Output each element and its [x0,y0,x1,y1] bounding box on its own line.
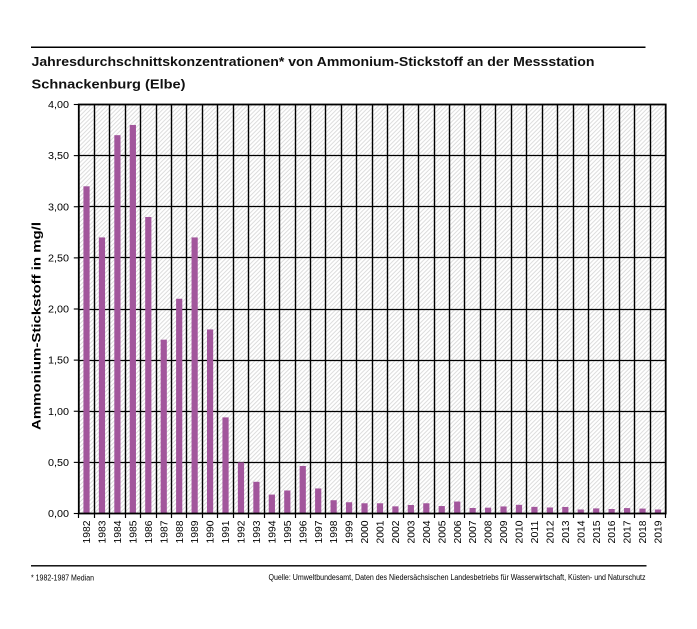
svg-text:1982: 1982 [82,520,93,543]
svg-text:3,00: 3,00 [48,202,69,213]
svg-text:1,50: 1,50 [48,356,69,367]
svg-text:1995: 1995 [283,520,294,543]
svg-text:1992: 1992 [237,520,248,543]
svg-text:2013: 2013 [561,520,572,543]
svg-text:1998: 1998 [329,520,340,543]
svg-text:1984: 1984 [113,520,124,543]
svg-text:1994: 1994 [267,520,278,543]
svg-text:2009: 2009 [499,520,510,543]
svg-text:2003: 2003 [406,520,417,543]
svg-text:2011: 2011 [530,520,541,543]
svg-text:1999: 1999 [345,520,356,543]
svg-text:1993: 1993 [252,520,263,543]
svg-text:2001: 2001 [376,520,387,543]
svg-text:2016: 2016 [607,520,618,543]
svg-text:1997: 1997 [314,520,325,543]
svg-text:2004: 2004 [422,520,433,543]
svg-text:Ammonium-Stickstoff in mg/l: Ammonium-Stickstoff in mg/l [30,222,44,430]
svg-text:3,50: 3,50 [48,151,69,162]
svg-text:1991: 1991 [221,520,232,543]
svg-text:2019: 2019 [654,520,665,543]
svg-text:2015: 2015 [592,520,603,543]
svg-text:1983: 1983 [98,520,109,543]
svg-text:1987: 1987 [159,520,170,543]
svg-text:2014: 2014 [576,520,587,543]
svg-text:Quelle: Umweltbundesamt, Daten: Quelle: Umweltbundesamt, Daten des Niede… [269,573,646,582]
svg-text:2012: 2012 [545,520,556,543]
svg-text:2010: 2010 [515,520,526,543]
svg-text:Jahresdurchschnittskonzentrati: Jahresdurchschnittskonzentrationen* von … [32,54,595,69]
svg-text:2007: 2007 [468,520,479,543]
svg-text:2000: 2000 [360,520,371,543]
svg-text:1988: 1988 [175,520,186,543]
svg-text:2018: 2018 [638,520,649,543]
svg-text:2,00: 2,00 [48,305,69,316]
svg-text:1,00: 1,00 [48,407,69,418]
svg-text:1989: 1989 [190,520,201,543]
svg-text:1990: 1990 [206,520,217,543]
svg-text:1996: 1996 [298,520,309,543]
svg-text:2,50: 2,50 [48,253,69,264]
svg-text:2002: 2002 [391,520,402,543]
svg-text:0,00: 0,00 [48,509,69,520]
svg-text:2017: 2017 [623,520,634,543]
svg-text:* 1982-1987 Median: * 1982-1987 Median [31,572,94,582]
svg-text:2005: 2005 [437,520,448,543]
svg-text:1986: 1986 [144,520,155,543]
svg-text:4,00: 4,00 [48,100,69,111]
svg-text:2006: 2006 [453,520,464,543]
svg-text:1985: 1985 [128,520,139,543]
svg-text:Schnackenburg (Elbe): Schnackenburg (Elbe) [32,76,186,91]
svg-text:0,50: 0,50 [48,458,69,469]
svg-text:2008: 2008 [484,520,495,543]
